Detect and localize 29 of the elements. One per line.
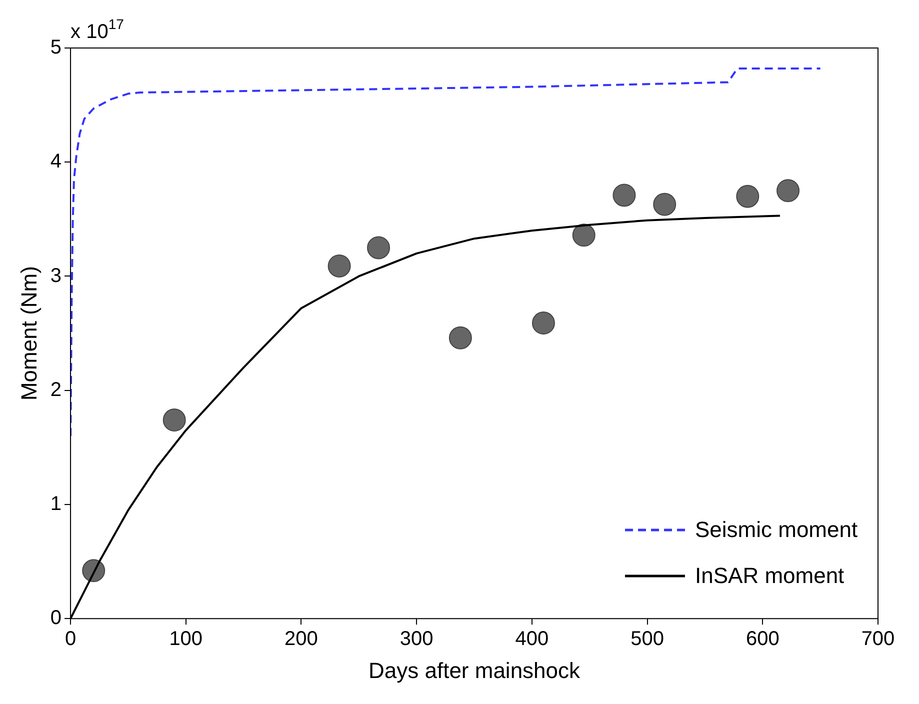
legend-label: InSAR moment [695,562,844,589]
point [653,192,676,216]
point [572,224,596,247]
point [532,312,555,335]
y-tick-label: 1 [50,492,62,515]
y-tick-label: 0 [50,607,62,630]
x-tick-label: 600 [746,628,780,650]
point [328,254,351,278]
y-tick-label: 4 [50,150,62,173]
x-tick-label: 300 [400,628,434,650]
point [776,179,800,202]
point [367,236,390,260]
x-tick-label: 100 [169,628,203,650]
point [612,184,636,207]
point [448,326,472,350]
x-tick-label: 500 [630,628,664,650]
y-tick-label: 5 [50,36,62,59]
x-tick-label: 700 [861,628,895,650]
legend-label: Seismic moment [695,516,858,543]
x-tick-label: 400 [515,628,549,650]
x-tick-label: 0 [64,628,76,650]
y-tick-label: 3 [50,264,62,287]
point [162,408,186,432]
y-axis-title: Moment (Nm) [16,266,42,401]
x-tick-label: 200 [284,628,318,650]
line-series [70,68,822,438]
x-axis-title: Days after mainshock [368,658,582,683]
point [736,184,760,208]
y-tick-label: 2 [50,378,62,401]
